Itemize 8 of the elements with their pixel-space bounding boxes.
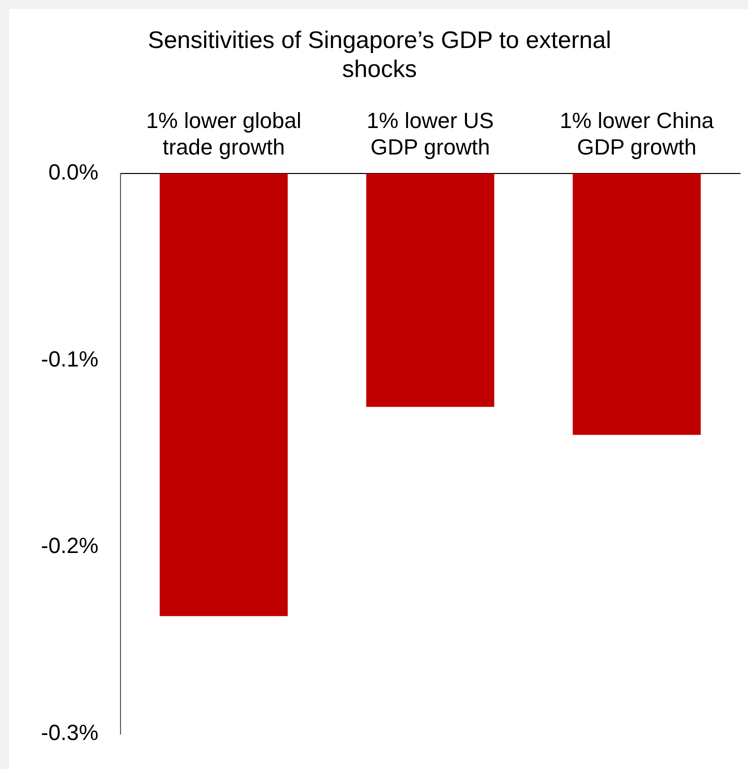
chart-title: Sensitivities of Singapore’s GDP to external shocks <box>148 27 612 83</box>
x-tick-label: 1% lower global trade growth <box>146 108 302 160</box>
y-tick-label: -0.1% <box>40 346 98 372</box>
y-tick-label: -0.3% <box>40 720 98 745</box>
y-tick-label: -0.2% <box>40 533 98 558</box>
x-tick-label: 1% lower US GDP growth <box>366 108 494 160</box>
x-tick-label: 1% lower China GDP growth <box>560 108 715 160</box>
y-tick-label: 0.0% <box>48 159 98 184</box>
